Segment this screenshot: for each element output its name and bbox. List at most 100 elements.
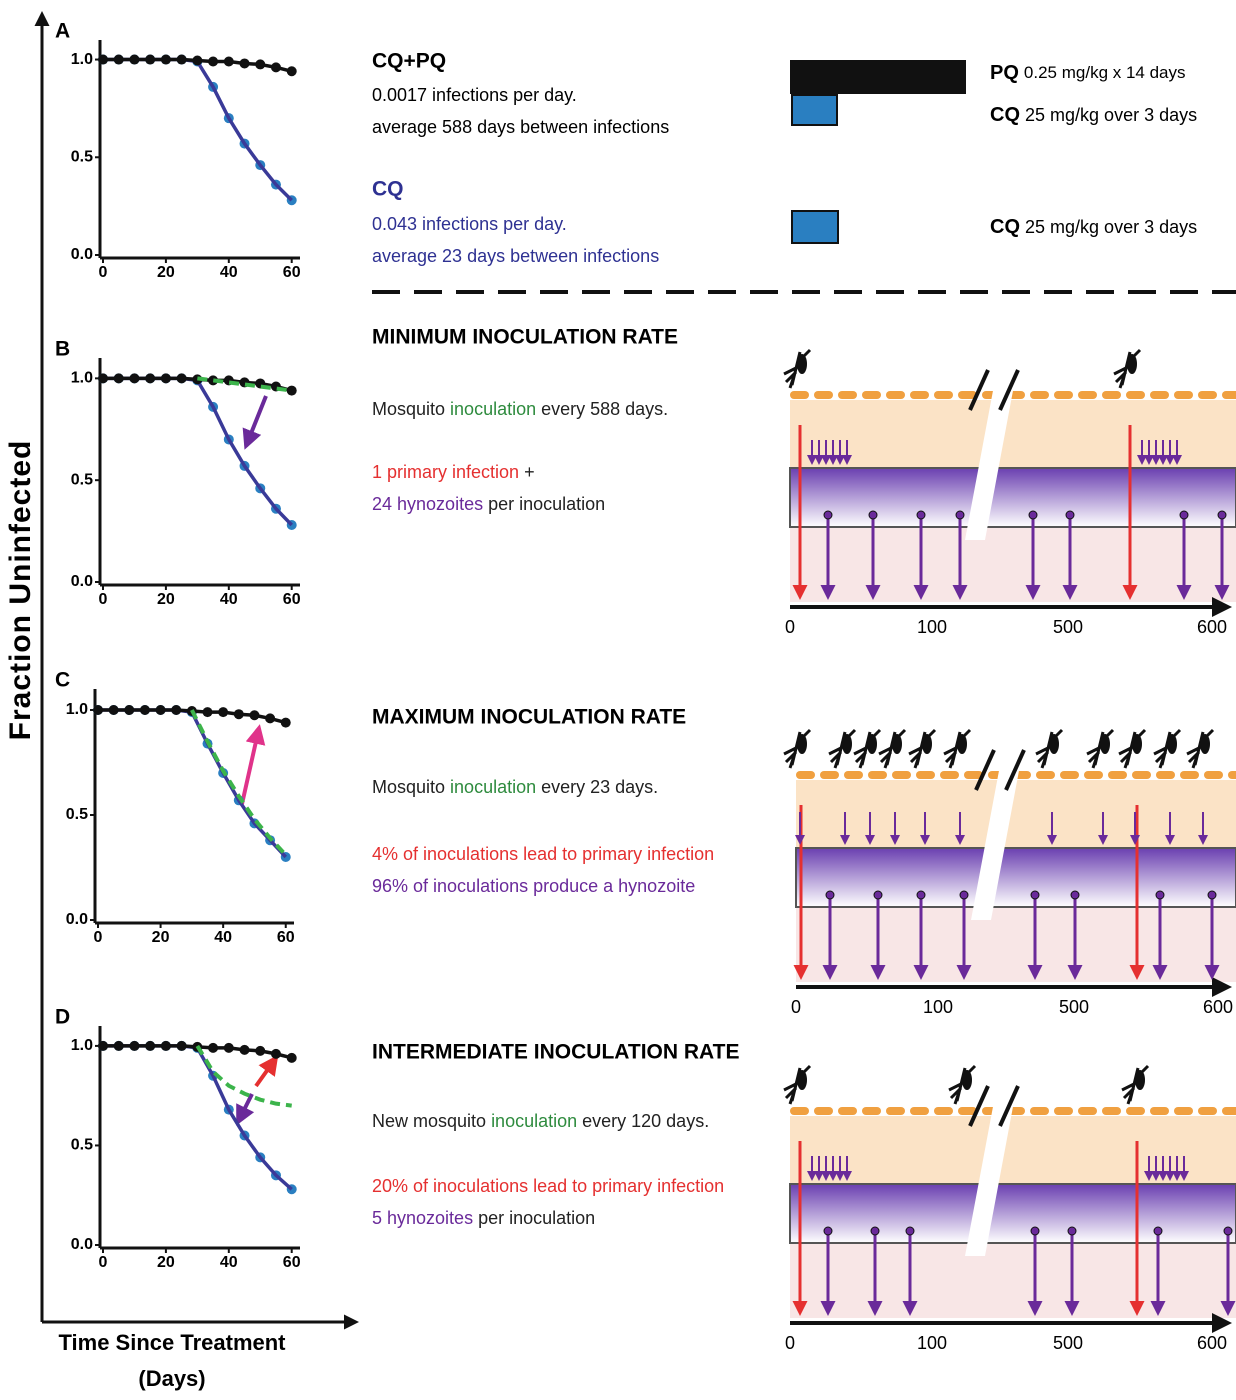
panel-letter: D [55,1006,70,1029]
skin-dash [1078,1107,1097,1115]
x-tick-label: 0 [99,264,108,281]
x-tick-label: 0 [94,929,103,946]
timeline-tick-label: 600 [1203,997,1233,1017]
skin-dash [1180,771,1199,779]
y-tick-label: 0.5 [71,471,93,488]
model-line [190,709,288,857]
timeline-tick-label: 0 [785,617,795,637]
mosquito [943,728,972,769]
panel-letter: A [55,20,70,43]
x-tick-label: 40 [220,264,238,281]
skin-dash [964,771,983,779]
mosquito [1035,728,1064,769]
skin-dash [1102,1107,1121,1115]
mosquito-wing [797,1070,807,1090]
text-segment: per inoculation [483,494,605,514]
relapse-origin [873,890,883,900]
timeline-tick-label: 500 [1053,617,1083,637]
y-tick-label: 0.0 [71,1236,93,1253]
drug: CQ [990,104,1020,126]
mosquito-wing [1135,1070,1145,1090]
skin-dash [940,771,959,779]
skin-dash [862,1107,881,1115]
y-tick-label: 0.5 [66,806,88,823]
timeline-tick-label: 500 [1059,997,1089,1017]
dose: 0.25 mg/kg x 14 days [1024,63,1186,82]
drug: PQ [990,62,1019,84]
blood-area [790,527,1236,602]
timeline-tick-label: 100 [923,997,953,1017]
mosquito [878,728,907,769]
text-segment: 5 hynozoites [372,1208,473,1228]
fit-line [103,57,293,73]
dynamic-layer: A 0.0 0.5 1.0 0 20 40 60 B 0.0 0.5 1.0 0 20 40 60 C 0.0 0.… [55,20,1236,1353]
y-tick-label: 0.0 [71,573,93,590]
skin-dash [862,391,881,399]
scenario-heading: INTERMEDIATE INOCULATION RATE [372,1041,739,1064]
text-segment: every 588 days. [536,399,668,419]
text-segment: 4% of inoculations lead to primary infec… [372,844,714,864]
timeline-tick-label: 0 [791,997,801,1017]
scenario-line: New mosquito inoculation every 120 days. [372,1111,709,1131]
mosquito-wing [797,354,807,374]
y-tick-label: 1.0 [66,701,88,718]
axis-break [965,380,1015,540]
mosquito-wing [957,734,967,754]
mosquito [783,348,812,389]
x-tick-label: 0 [99,591,108,608]
mosquito [1186,728,1215,769]
text-segment: inoculation [491,1111,577,1131]
text-segment: every 120 days. [577,1111,709,1131]
skin-dash [1150,391,1169,399]
hypnozoite-band [789,1183,1236,1244]
skin-dash [910,1107,929,1115]
text-segment: every 23 days. [536,777,658,797]
skin-dash [934,1107,953,1115]
relapse-origin [916,890,926,900]
mosquito [948,1064,977,1105]
skin-dash [958,391,977,399]
y-tick-label: 0.5 [71,1137,93,1154]
skin-dash [1126,391,1145,399]
skin-dash [838,391,857,399]
break-mark [968,369,990,411]
x-tick-label: 20 [157,591,175,608]
skin-dash [1228,771,1236,779]
dose-label: PQ 0.25 mg/kg x 14 days [990,62,1186,84]
x-tick-label: 0 [99,1254,108,1271]
scenario-line: 1 primary infection + [372,462,535,482]
relapse-origin [1153,1226,1163,1236]
mosquito [908,728,937,769]
mosquito-wing [797,734,807,754]
mosquito [783,728,812,769]
skin-dash [790,1107,809,1115]
y-tick-label: 1.0 [71,51,93,68]
text-segment: 20% of inoculations lead to primary infe… [372,1176,724,1196]
scenario-line: 5 hynozoites per inoculation [372,1208,595,1228]
skin-dash [1054,391,1073,399]
break-mark [968,1085,990,1127]
relapse-origin [870,1226,880,1236]
y-tick-label: 0.0 [71,246,93,263]
break-mark [974,749,996,791]
y-tick-label: 1.0 [71,370,93,387]
mosquito-wing [962,1070,972,1090]
relapse-origin [1065,510,1075,520]
skin-dash [1030,1107,1049,1115]
shift-arrow [236,1093,255,1126]
skin-dash [838,1107,857,1115]
skin-dash [820,771,839,779]
mosquito-wing [1127,354,1137,374]
relapse-origin [1217,510,1227,520]
skin-dash [934,391,953,399]
x-label-unit: (Days) [138,1366,205,1391]
relapse-origin [823,510,833,520]
blood-area [796,907,1236,982]
x-label: Time Since Treatment [58,1330,286,1355]
timeline-tick-label: 0 [785,1333,795,1353]
dose: 25 mg/kg over 3 days [1025,105,1197,125]
skin-dash [910,391,929,399]
relapse-origin [955,510,965,520]
axis-break [965,1096,1015,1256]
skin-dash [1036,771,1055,779]
